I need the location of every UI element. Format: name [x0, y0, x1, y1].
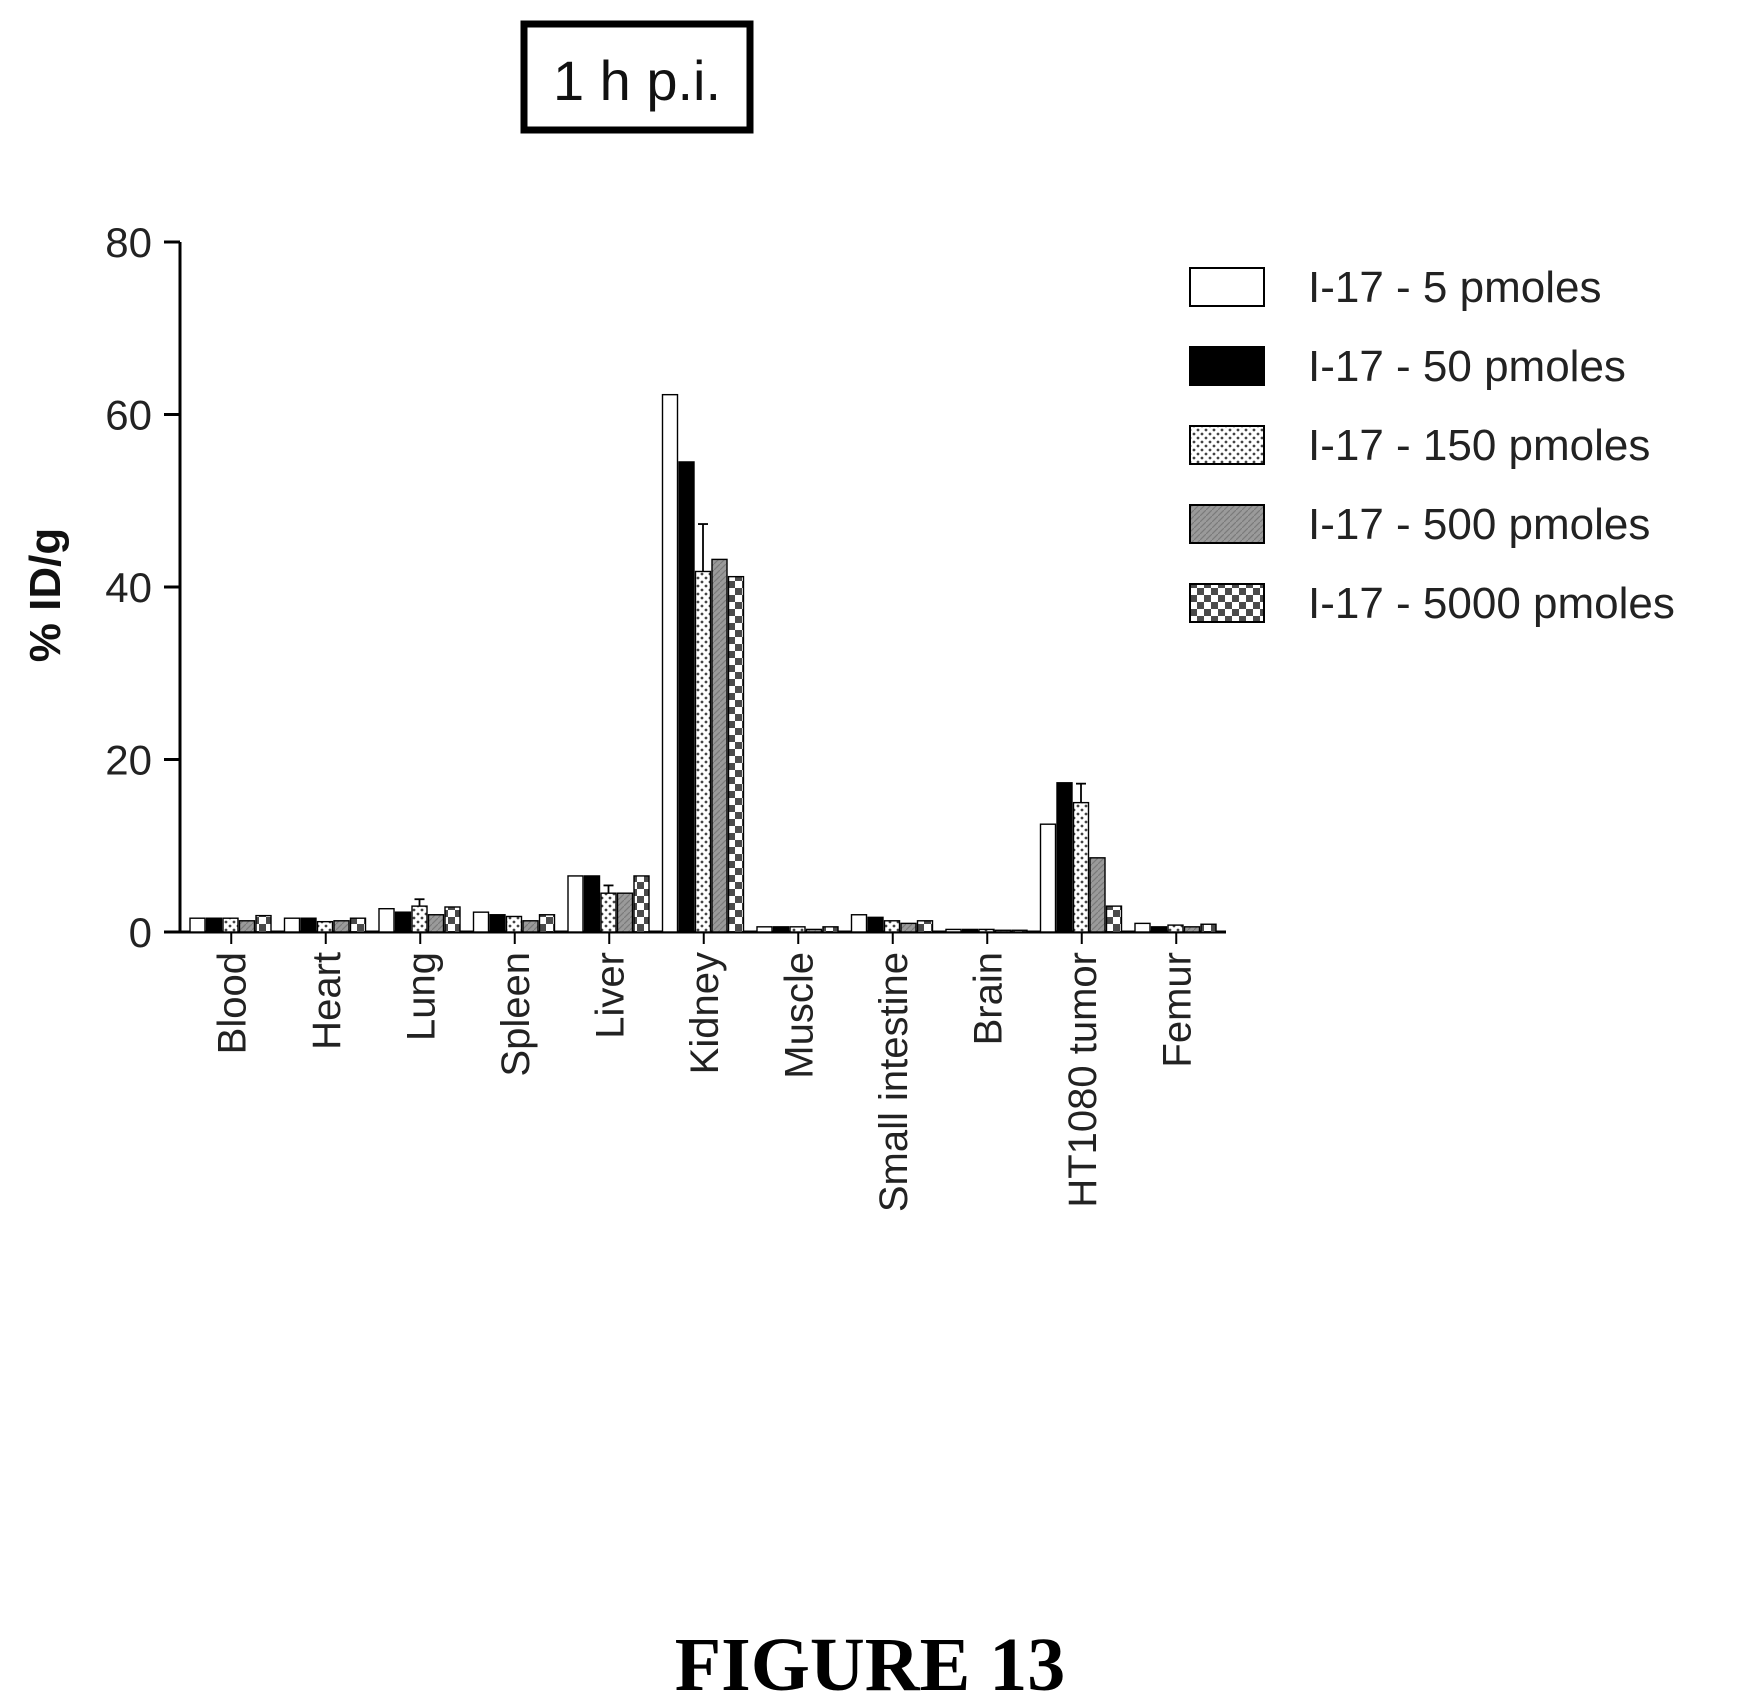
bar	[300, 917, 317, 933]
bar	[1056, 782, 1073, 933]
bar	[189, 917, 206, 933]
x-tick-label: Spleen	[494, 952, 538, 1077]
bar	[349, 917, 367, 933]
bar	[900, 922, 917, 933]
x-tick-label: Lung	[399, 952, 443, 1041]
bar	[205, 917, 223, 933]
bar	[567, 875, 584, 933]
x-tick-label: Muscle	[777, 952, 821, 1079]
bar	[772, 926, 790, 933]
y-tick-label: 60	[105, 392, 152, 439]
x-tick-label: Blood	[210, 952, 254, 1054]
legend-swatch	[1189, 346, 1265, 386]
bar	[472, 911, 490, 933]
bar	[1183, 926, 1201, 933]
legend: I-17 - 5 pmoles I-17 - 50 pmoles I-17 - 15…	[1189, 263, 1675, 628]
bar	[333, 920, 350, 933]
bar	[822, 926, 839, 933]
bar	[1150, 926, 1168, 933]
bar	[633, 875, 650, 933]
bar	[1167, 924, 1184, 933]
bar	[283, 917, 301, 933]
legend-swatch	[1189, 425, 1265, 465]
y-tick-label: 40	[105, 564, 152, 611]
legend-label: I-17 - 50 pmoles	[1308, 342, 1626, 391]
y-tick-label: 20	[105, 737, 152, 784]
bar	[694, 570, 712, 933]
y-axis-label: % ID/g	[21, 528, 70, 662]
bar	[978, 928, 995, 933]
bar	[1105, 905, 1123, 933]
bar	[583, 875, 601, 933]
legend-swatch	[1189, 504, 1265, 544]
bar	[255, 914, 272, 933]
bar	[1011, 929, 1028, 933]
legend-label: I-17 - 150 pmoles	[1308, 421, 1650, 470]
bar	[1200, 923, 1217, 933]
bar	[711, 558, 728, 933]
title-frame	[520, 20, 754, 134]
legend-swatch	[1189, 267, 1265, 307]
bar	[600, 892, 617, 933]
chart-title: 1 h p.i.	[553, 49, 721, 112]
bar	[945, 928, 962, 933]
y-tick-label: 0	[129, 909, 152, 956]
bar	[505, 915, 523, 933]
x-tick-label: Liver	[588, 952, 632, 1039]
figure-caption: FIGURE 13	[675, 1623, 1066, 1707]
x-tick-label: HT1080 tumor	[1061, 952, 1105, 1208]
bar	[756, 926, 773, 933]
x-tick-label: Femur	[1155, 952, 1199, 1068]
bar	[538, 914, 556, 933]
legend-swatch	[1189, 583, 1265, 623]
bar	[222, 917, 239, 933]
x-tick-label: Kidney	[683, 952, 727, 1074]
bar	[1134, 922, 1151, 933]
bar	[378, 908, 395, 933]
bar	[661, 393, 679, 933]
x-tick-label: Small intestine	[872, 952, 916, 1212]
bar	[1072, 801, 1090, 933]
plot-area: 0 20 40 60 80 Blood Heart Lung Spleen Liver Kidney…	[105, 219, 1226, 1212]
legend-label: I-17 - 500 pmoles	[1308, 500, 1650, 549]
bar	[616, 892, 634, 933]
legend-label: I-17 - 5 pmoles	[1308, 263, 1601, 312]
bar	[727, 575, 745, 933]
bar	[316, 920, 334, 933]
bar	[1039, 823, 1057, 933]
bar	[994, 929, 1012, 933]
x-tick-label: Heart	[305, 952, 349, 1050]
bar	[427, 914, 445, 933]
bar	[961, 928, 979, 933]
bar	[850, 914, 868, 933]
bar	[394, 911, 412, 933]
y-tick-label: 80	[105, 219, 152, 266]
bar	[678, 461, 695, 933]
bar	[1089, 857, 1106, 933]
bar	[238, 920, 256, 933]
bar	[883, 920, 901, 933]
bar	[805, 928, 823, 933]
bar	[489, 914, 506, 933]
bar	[411, 905, 428, 933]
bar	[522, 920, 539, 933]
bar	[444, 906, 461, 933]
bar	[867, 916, 884, 933]
title-box: 1 h p.i.	[520, 20, 754, 134]
bar	[789, 926, 806, 933]
bar	[916, 920, 934, 933]
legend-label: I-17 - 5000 pmoles	[1308, 579, 1675, 628]
x-tick-label: Brain	[966, 952, 1010, 1045]
